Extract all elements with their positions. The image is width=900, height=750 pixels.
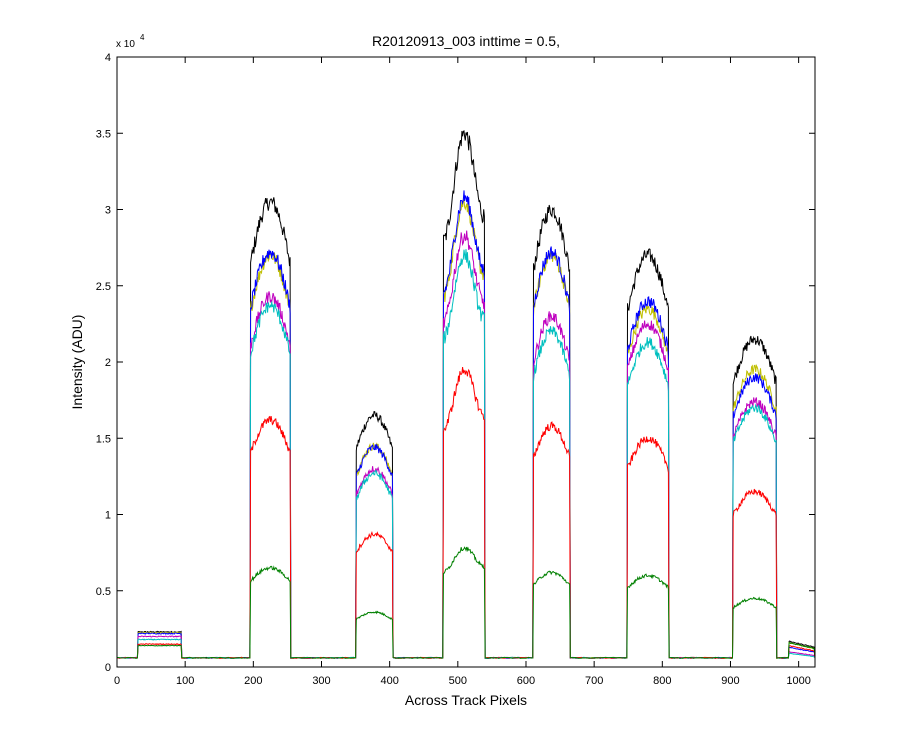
x-tick-label: 800 [653,675,671,687]
x-tick-label: 700 [585,675,603,687]
x-tick-label: 400 [380,675,398,687]
y-tick-label: 3 [105,205,111,217]
x-axis-label: Across Track Pixels [405,692,527,708]
x-tick-label: 500 [449,675,467,687]
series-line-1 [116,130,816,659]
series-line-2 [116,198,816,659]
y-tick-label: 3.5 [96,128,111,140]
y-tick-label: 1 [105,510,111,522]
y-exponent-label: x 10 [116,39,135,50]
y-axis-label: Intensity (ADU) [69,315,85,410]
x-tick-label: 300 [312,675,330,687]
plot-area [117,57,815,667]
y-tick-label: 4 [105,52,111,64]
x-tick-label: 0 [114,675,120,687]
y-tick-label: 0 [105,662,111,674]
chart-title: R20120913_003 inttime = 0.5, [372,33,560,49]
y-tick-label: 0.5 [96,586,111,598]
series-line-4 [116,230,816,659]
y-tick-label: 2 [105,357,111,369]
x-tick-label: 100 [176,675,194,687]
series-line-5 [116,249,816,659]
series-line-3 [116,190,816,659]
x-tick-label: 200 [244,675,262,687]
y-exponent-power: 4 [140,33,145,42]
y-tick-label: 2.5 [96,281,111,293]
x-tick-label: 900 [721,675,739,687]
x-tick-label: 600 [517,675,535,687]
x-tick-label: 1000 [786,675,810,687]
series-line-7 [116,546,816,659]
y-tick-label: 1.5 [96,433,111,445]
ticks-layer: 0 100 200 300 400 500 600 700 800 900 1000 0 0.5 1 1.5… [96,52,815,687]
series-layer [116,130,816,659]
series-line-6 [116,367,816,659]
